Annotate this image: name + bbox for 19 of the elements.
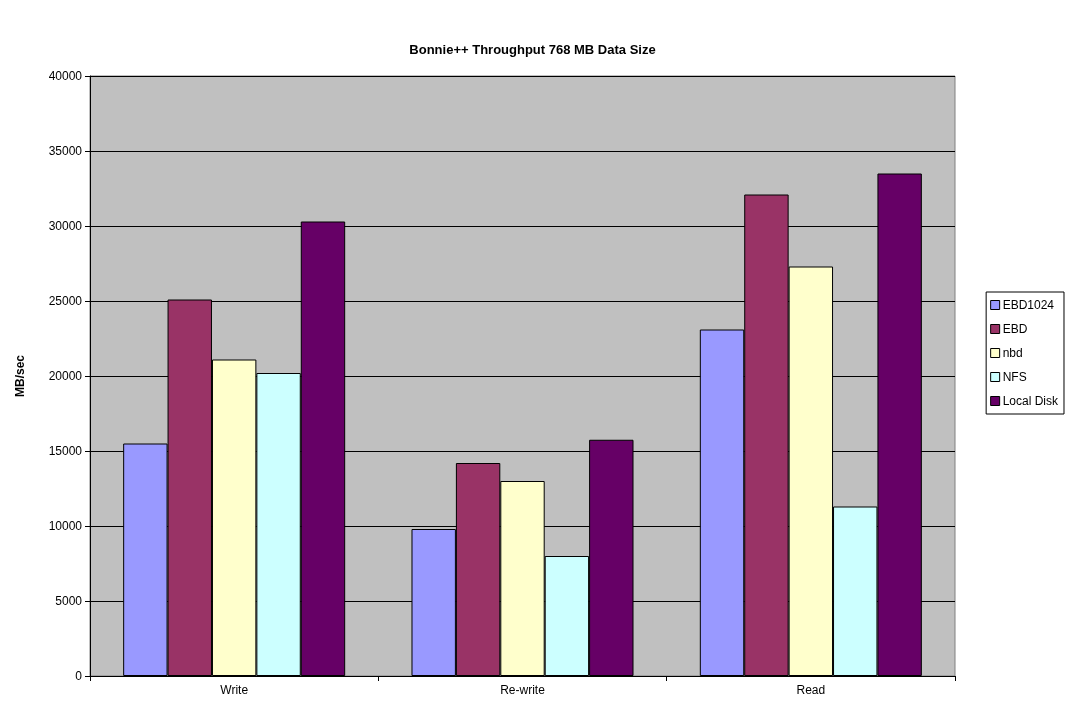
x-tick-label: Re-write — [500, 683, 546, 697]
y-tick-label: 35000 — [48, 144, 83, 158]
legend-label: EBD1024 — [1002, 298, 1055, 312]
y-tick-label: 25000 — [48, 294, 83, 308]
y-tick-label: 10000 — [48, 519, 83, 533]
y-tick-label: 0 — [75, 669, 83, 683]
y-tick-label: 20000 — [48, 369, 83, 383]
legend-label: EBD — [1002, 322, 1028, 336]
y-axis-title: MB/sec — [13, 354, 27, 398]
y-tick-label: 30000 — [48, 219, 83, 233]
y-tick-label: 40000 — [48, 69, 83, 83]
legend-label: nbd — [1002, 346, 1023, 360]
legend-label: Local Disk — [1002, 394, 1059, 408]
chart-title: Bonnie++ Throughput 768 MB Data Size — [409, 42, 656, 57]
x-tick-label: Read — [796, 683, 826, 697]
y-tick-label: 15000 — [48, 444, 83, 458]
legend-label: NFS — [1002, 370, 1027, 384]
x-tick-label: Write — [220, 683, 249, 697]
y-tick-label: 5000 — [55, 594, 83, 608]
